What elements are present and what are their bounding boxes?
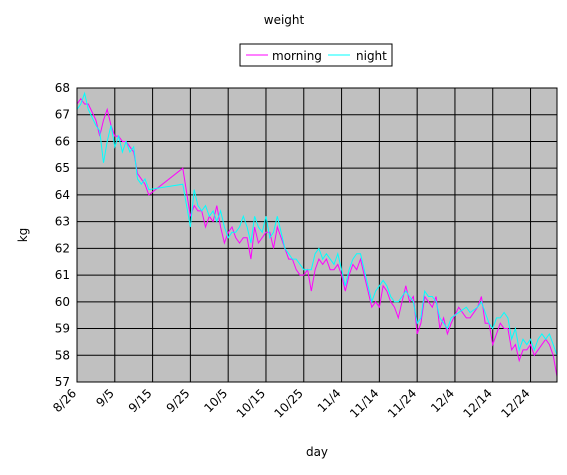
legend-label-night: night xyxy=(356,49,387,63)
series-layer xyxy=(76,91,558,377)
legend-label-morning: morning xyxy=(272,49,322,63)
y-axis-ticks: 57 58 59 60 61 62 63 64 65 66 67 68 xyxy=(55,81,70,389)
y-tick-label: 65 xyxy=(55,161,70,175)
x-tick-label: 11/24 xyxy=(385,386,419,420)
x-tick-label: 9/5 xyxy=(93,386,117,410)
x-axis-label: day xyxy=(306,445,328,459)
y-tick-label: 61 xyxy=(55,268,70,282)
x-tick-label: 8/26 xyxy=(50,386,79,415)
x-tick-label: 9/25 xyxy=(164,386,193,415)
x-tick-label: 11/14 xyxy=(347,386,381,420)
x-tick-label: 10/25 xyxy=(272,386,306,420)
y-tick-label: 58 xyxy=(55,348,70,362)
y-tick-label: 60 xyxy=(55,295,70,309)
y-tick-label: 64 xyxy=(55,188,70,202)
y-tick-label: 62 xyxy=(55,241,70,255)
y-tick-label: 68 xyxy=(55,81,70,95)
x-tick-label: 12/24 xyxy=(498,386,532,420)
plot-area xyxy=(77,88,557,382)
x-tick-label: 10/15 xyxy=(234,386,268,420)
series-line-morning xyxy=(76,97,558,377)
x-tick-label: 10/5 xyxy=(201,386,230,415)
y-tick-label: 63 xyxy=(55,215,70,229)
series-line-night xyxy=(76,91,558,356)
y-axis-label: kg xyxy=(16,228,30,243)
y-tick-label: 66 xyxy=(55,134,70,148)
chart-title: weight xyxy=(264,13,305,27)
y-tick-label: 59 xyxy=(55,322,70,336)
x-tick-label: 12/14 xyxy=(461,386,495,420)
legend-box xyxy=(239,43,393,67)
x-tick-label: 11/4 xyxy=(315,386,344,415)
y-tick-label: 67 xyxy=(55,108,70,122)
y-tick-label: 57 xyxy=(55,375,70,389)
legend: morning night xyxy=(239,43,393,67)
plot-border xyxy=(76,87,558,383)
x-axis-ticks: 8/26 9/5 9/15 9/25 10/5 10/15 10/25 11/4 11/14 11… xyxy=(50,386,533,420)
x-tick-label: 9/15 xyxy=(126,386,155,415)
x-tick-label: 12/4 xyxy=(428,386,457,415)
